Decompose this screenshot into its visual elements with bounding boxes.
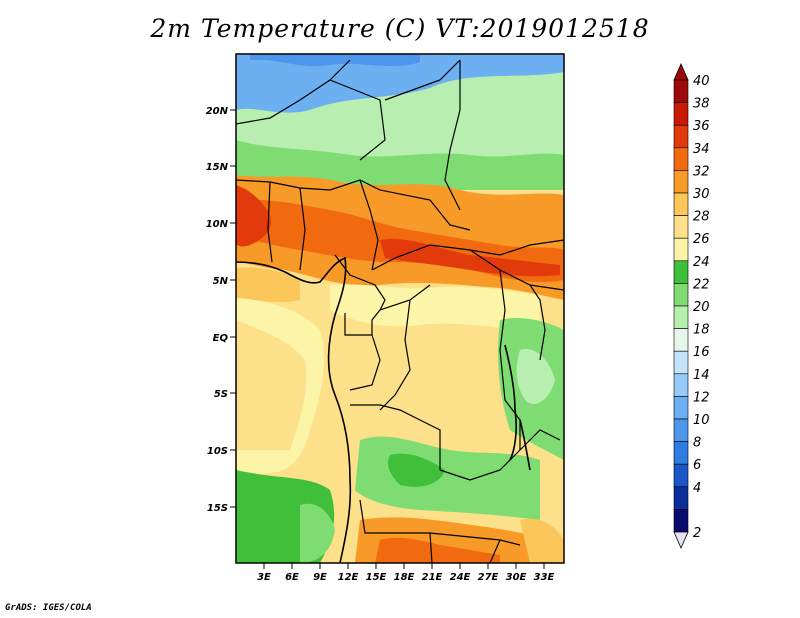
x-label: 6E xyxy=(285,572,299,583)
x-label: 18E xyxy=(394,572,415,583)
colorbar: 40 38 36 34 32 30 28 26 24 22 20 18 16 14 12 10 8 6 4 2 xyxy=(673,63,710,549)
colorbar-label: 18 xyxy=(693,323,710,338)
x-label: 3E xyxy=(257,572,271,583)
colorbar-label: 14 xyxy=(693,368,710,383)
colorbar-box xyxy=(673,124,689,149)
colorbar-box xyxy=(673,305,689,329)
colorbar-label: 22 xyxy=(693,277,710,292)
map-frame xyxy=(235,53,565,564)
colorbar-box xyxy=(673,328,689,352)
colorbar-box xyxy=(673,486,689,510)
y-label: 5S xyxy=(214,389,228,400)
colorbar-label: 30 xyxy=(693,187,710,202)
colorbar-label: 12 xyxy=(693,390,710,405)
colorbar-box xyxy=(673,418,689,442)
colorbar-label: 32 xyxy=(693,164,710,179)
grads-credit: GrADS: IGES/COLA xyxy=(5,603,92,613)
x-label: 27E xyxy=(478,572,499,583)
colorbar-label: 4 xyxy=(693,481,701,496)
colorbar-box xyxy=(673,237,689,262)
x-label: 12E xyxy=(338,572,359,583)
colorbar-label: 10 xyxy=(693,413,710,428)
colorbar-label: 16 xyxy=(693,345,710,360)
colorbar-box xyxy=(673,396,689,420)
colorbar-box xyxy=(673,102,689,126)
temperature-field xyxy=(236,54,564,563)
colorbar-label: 2 xyxy=(693,526,701,541)
colorbar-box xyxy=(673,373,689,397)
x-label: 33E xyxy=(534,572,555,583)
y-axis: 20N 15N 10N 5N EQ 5S 10S 15S xyxy=(206,106,236,514)
colorbar-box xyxy=(673,283,689,307)
y-label: 10N xyxy=(206,219,229,230)
colorbar-box xyxy=(673,170,689,194)
colorbar-box xyxy=(673,79,689,103)
colorbar-box xyxy=(673,441,689,465)
y-label: 15S xyxy=(207,503,228,514)
colorbar-box xyxy=(673,509,689,533)
colorbar-label: 6 xyxy=(693,458,701,473)
colorbar-box xyxy=(673,463,689,488)
y-label: 20N xyxy=(206,106,229,117)
map-title: 2m Temperature (C) VT:2019012518 xyxy=(150,14,650,43)
x-label: 15E xyxy=(366,572,387,583)
y-label: EQ xyxy=(213,333,229,344)
colorbar-box xyxy=(673,260,689,284)
coastline xyxy=(236,256,531,563)
x-label: 30E xyxy=(506,572,527,583)
x-label: 21E xyxy=(422,572,443,583)
colorbar-box xyxy=(673,147,689,171)
colorbar-box xyxy=(673,350,689,375)
colorbar-label: 36 xyxy=(693,119,710,134)
country-borders xyxy=(236,59,564,563)
x-label: 9E xyxy=(313,572,327,583)
y-label: 15N xyxy=(206,162,229,173)
colorbar-label: 34 xyxy=(693,142,710,157)
y-label: 5N xyxy=(213,276,229,287)
colorbar-label: 8 xyxy=(693,436,701,451)
colorbar-label: 26 xyxy=(693,232,710,247)
colorbar-under-triangle xyxy=(673,531,689,549)
x-axis: 3E 6E 9E 12E 15E 18E 21E 24E 27E 30E 33E xyxy=(257,563,555,583)
colorbar-label: 20 xyxy=(693,300,710,315)
colorbar-over-triangle xyxy=(673,63,689,81)
colorbar-label: 24 xyxy=(693,255,710,270)
colorbar-box xyxy=(673,192,689,216)
colorbar-label: 40 xyxy=(693,74,710,89)
colorbar-label: 38 xyxy=(693,97,710,112)
colorbar-label: 28 xyxy=(693,210,710,225)
y-label: 10S xyxy=(207,446,228,457)
x-label: 24E xyxy=(450,572,471,583)
colorbar-box xyxy=(673,215,689,239)
